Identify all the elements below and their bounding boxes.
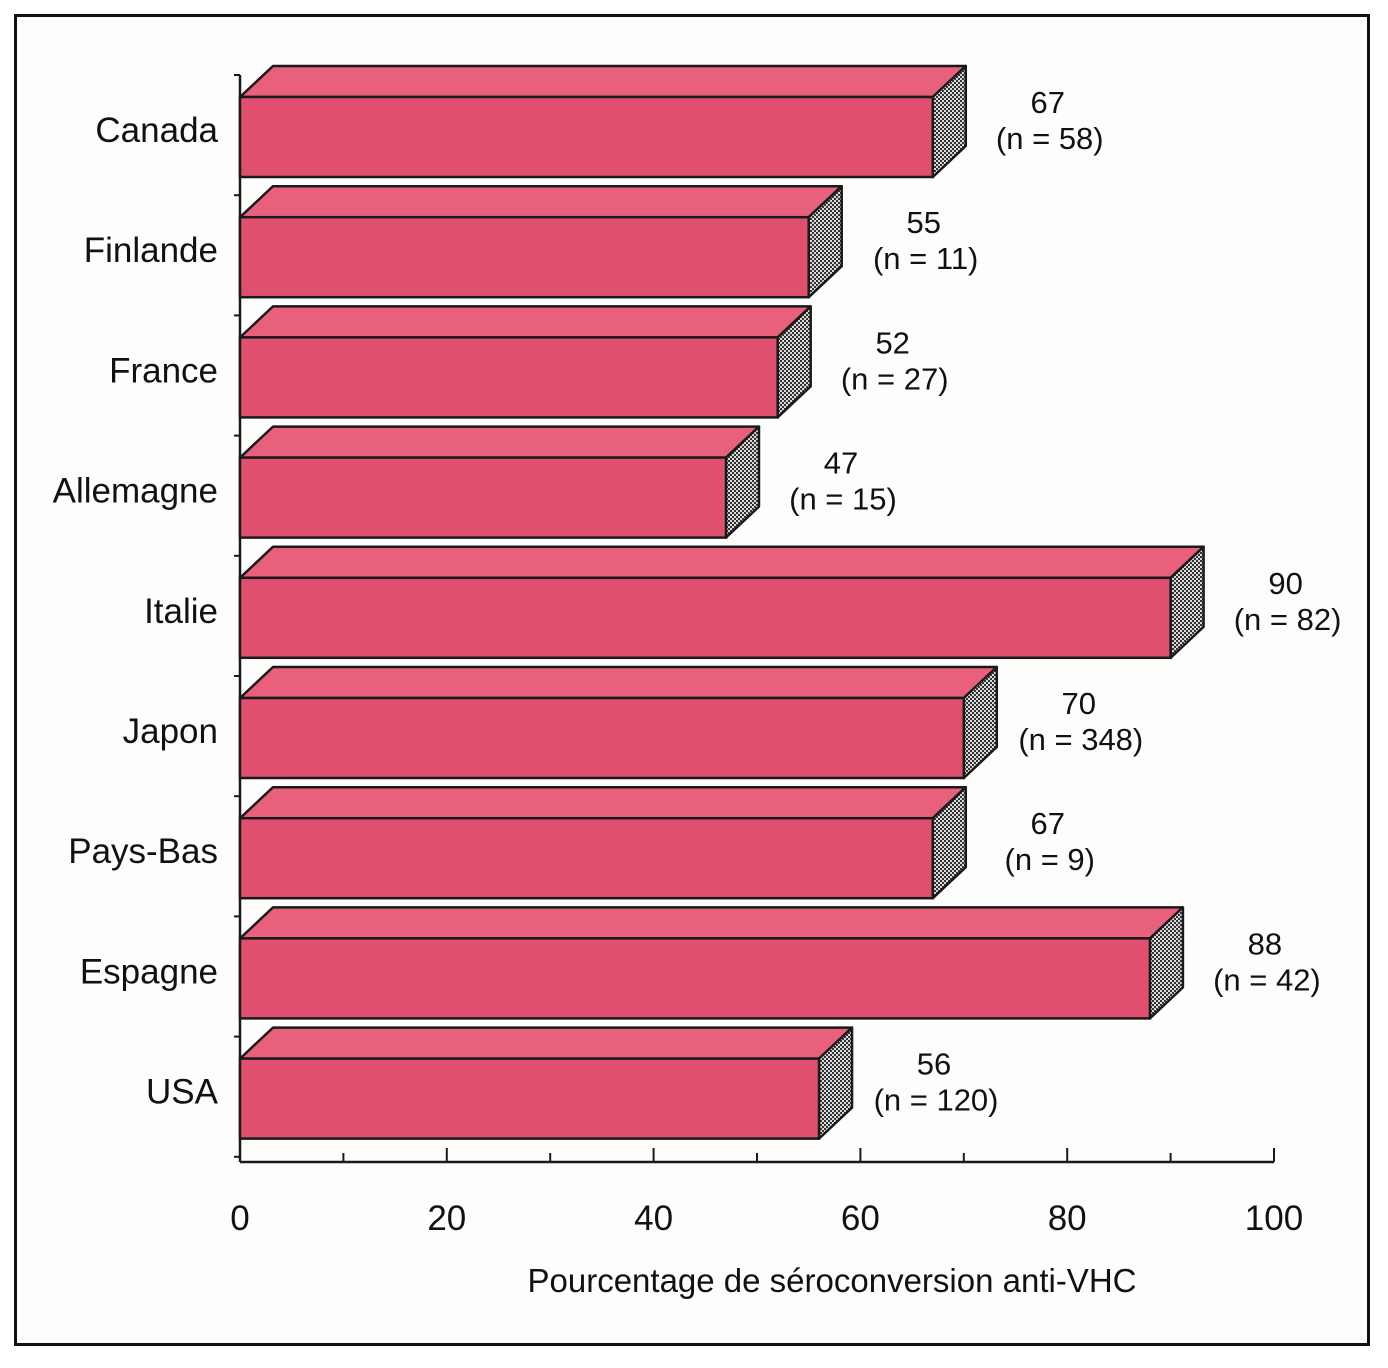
bar-top-face [238, 64, 968, 99]
x-axis-title: Pourcentage de séroconversion anti-VHC [527, 1262, 1136, 1299]
sample-size-label: (n = 120) [874, 1083, 999, 1118]
bar-front-face [238, 215, 810, 299]
category-label: Canada [95, 111, 218, 150]
bar-top-face [238, 665, 999, 700]
sample-size-label: (n = 15) [789, 482, 897, 517]
bar [238, 785, 968, 900]
bar [238, 305, 812, 419]
bar-front-face [238, 816, 935, 900]
bar-front-face [238, 456, 728, 539]
data-value-label: 70 [1062, 686, 1096, 721]
sample-size-label: (n = 11) [873, 241, 978, 276]
bar-front-face [238, 937, 1152, 1020]
data-value-label: 52 [875, 325, 909, 360]
x-tick-label: 60 [841, 1199, 880, 1238]
bar-front-face [238, 696, 966, 780]
sample-size-label: (n = 58) [996, 121, 1104, 156]
bar [238, 665, 999, 780]
bar-top-face [238, 425, 761, 459]
bar-top-face [238, 1026, 854, 1060]
category-label: Italie [144, 592, 218, 631]
bar-front-face [238, 95, 935, 179]
bar-top-face [238, 305, 812, 339]
data-value-label: 88 [1248, 926, 1282, 961]
data-value-label: 47 [824, 446, 858, 481]
bar-top-face [238, 906, 1185, 940]
bar [238, 184, 843, 299]
category-label: USA [146, 1073, 219, 1112]
bar [238, 906, 1185, 1020]
data-value-label: 55 [906, 205, 940, 240]
bar-top-face [238, 545, 1205, 580]
bar-front-face [238, 1057, 821, 1140]
bar [238, 425, 761, 539]
bar [238, 545, 1205, 660]
x-tick-label: 0 [230, 1199, 249, 1238]
category-label: Pays-Bas [68, 832, 218, 871]
sample-size-label: (n = 82) [1234, 602, 1342, 637]
bar-top-face [238, 785, 968, 820]
sample-size-label: (n = 9) [1005, 842, 1095, 877]
data-value-label: 67 [1031, 806, 1065, 841]
bar-front-face [238, 576, 1172, 660]
labels: 0 20 40 60 80 100 Pourcentage de séroconversio… [53, 85, 1342, 1299]
category-label: Espagne [80, 952, 218, 991]
data-value-label: 67 [1031, 85, 1065, 120]
x-tick-label: 40 [634, 1199, 673, 1238]
bar-top-face [238, 184, 843, 219]
bars [238, 64, 1205, 1140]
x-tick-label: 20 [427, 1199, 466, 1238]
category-label: France [109, 351, 218, 390]
bar-front-face [238, 336, 779, 419]
bar [238, 1026, 854, 1140]
x-tick-label: 80 [1048, 1199, 1087, 1238]
x-tick-label: 100 [1245, 1199, 1303, 1238]
category-label: Allemagne [53, 472, 218, 511]
sample-size-label: (n = 42) [1213, 962, 1321, 997]
data-value-label: 56 [917, 1047, 951, 1082]
sample-size-label: (n = 348) [1018, 722, 1143, 757]
sample-size-label: (n = 27) [841, 361, 949, 396]
bar [238, 64, 968, 179]
category-label: Japon [123, 712, 218, 751]
data-value-label: 90 [1268, 566, 1302, 601]
category-label: Finlande [84, 231, 218, 270]
